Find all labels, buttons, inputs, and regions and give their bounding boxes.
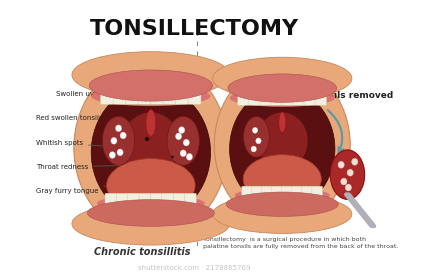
Ellipse shape	[230, 89, 335, 107]
Ellipse shape	[97, 195, 205, 211]
FancyBboxPatch shape	[249, 85, 260, 105]
Text: Whitish spots: Whitish spots	[36, 140, 124, 149]
FancyBboxPatch shape	[292, 186, 302, 203]
Circle shape	[117, 149, 123, 156]
Circle shape	[345, 184, 351, 191]
Circle shape	[256, 138, 261, 144]
FancyBboxPatch shape	[176, 83, 188, 104]
Ellipse shape	[72, 52, 230, 98]
Ellipse shape	[230, 88, 335, 210]
FancyBboxPatch shape	[173, 193, 185, 211]
Ellipse shape	[106, 158, 195, 212]
Ellipse shape	[167, 116, 199, 165]
Ellipse shape	[243, 155, 321, 203]
Text: Chronic tonsillitis: Chronic tonsillitis	[94, 247, 190, 257]
Circle shape	[186, 153, 193, 160]
Circle shape	[183, 139, 190, 146]
Ellipse shape	[102, 116, 135, 165]
Text: Swollen uvula: Swollen uvula	[56, 92, 147, 101]
Text: Red swollen tonsils: Red swollen tonsils	[36, 115, 132, 126]
FancyBboxPatch shape	[282, 186, 292, 203]
Text: Tonsils removed: Tonsils removed	[311, 91, 394, 100]
Circle shape	[338, 161, 344, 168]
FancyBboxPatch shape	[252, 186, 262, 203]
FancyBboxPatch shape	[272, 186, 282, 203]
Text: Gray furry tongue: Gray furry tongue	[36, 181, 132, 195]
FancyBboxPatch shape	[138, 83, 151, 104]
FancyBboxPatch shape	[139, 193, 151, 211]
FancyBboxPatch shape	[151, 83, 164, 104]
Circle shape	[180, 150, 186, 157]
Ellipse shape	[244, 116, 269, 157]
FancyBboxPatch shape	[271, 85, 282, 105]
FancyBboxPatch shape	[188, 83, 201, 104]
Ellipse shape	[235, 188, 330, 203]
FancyBboxPatch shape	[293, 85, 305, 105]
Ellipse shape	[213, 57, 352, 99]
Circle shape	[120, 132, 126, 139]
FancyBboxPatch shape	[162, 193, 173, 211]
FancyBboxPatch shape	[312, 186, 322, 203]
Ellipse shape	[214, 64, 350, 226]
FancyBboxPatch shape	[315, 85, 327, 105]
Ellipse shape	[228, 74, 337, 102]
FancyBboxPatch shape	[128, 193, 139, 211]
FancyBboxPatch shape	[113, 83, 126, 104]
Ellipse shape	[279, 112, 286, 132]
Circle shape	[111, 137, 117, 144]
Circle shape	[252, 127, 258, 133]
Text: TONSILLECTOMY: TONSILLECTOMY	[90, 19, 299, 39]
Ellipse shape	[257, 113, 308, 169]
FancyBboxPatch shape	[302, 186, 312, 203]
Circle shape	[351, 158, 358, 165]
FancyBboxPatch shape	[150, 193, 162, 211]
Circle shape	[178, 127, 185, 134]
Ellipse shape	[226, 192, 338, 216]
FancyBboxPatch shape	[126, 83, 138, 104]
Ellipse shape	[72, 202, 230, 245]
Circle shape	[347, 169, 353, 176]
Circle shape	[251, 146, 256, 152]
FancyBboxPatch shape	[242, 186, 252, 203]
Circle shape	[115, 125, 121, 132]
FancyBboxPatch shape	[101, 83, 113, 104]
Ellipse shape	[87, 200, 214, 226]
Ellipse shape	[91, 86, 210, 219]
FancyBboxPatch shape	[105, 193, 117, 211]
Ellipse shape	[74, 59, 228, 237]
FancyBboxPatch shape	[238, 85, 249, 105]
FancyBboxPatch shape	[184, 193, 196, 211]
FancyBboxPatch shape	[304, 85, 316, 105]
Circle shape	[145, 137, 149, 141]
Ellipse shape	[122, 112, 180, 175]
FancyBboxPatch shape	[260, 85, 271, 105]
Circle shape	[341, 178, 347, 185]
Ellipse shape	[330, 150, 365, 199]
Ellipse shape	[213, 195, 352, 234]
FancyBboxPatch shape	[116, 193, 128, 211]
Text: Tonsillectomy  is a surgical procedure in which both
palatine tonsils are fully : Tonsillectomy is a surgical procedure in…	[202, 237, 398, 249]
Text: Throat redness: Throat redness	[36, 164, 159, 170]
FancyBboxPatch shape	[282, 85, 294, 105]
FancyBboxPatch shape	[163, 83, 176, 104]
Ellipse shape	[91, 87, 210, 106]
FancyBboxPatch shape	[262, 186, 272, 203]
Ellipse shape	[146, 109, 156, 136]
Circle shape	[176, 133, 181, 140]
Ellipse shape	[89, 70, 213, 101]
Circle shape	[109, 152, 115, 158]
Circle shape	[171, 156, 173, 158]
Text: shutterstock.com · 2178865769: shutterstock.com · 2178865769	[138, 265, 250, 271]
